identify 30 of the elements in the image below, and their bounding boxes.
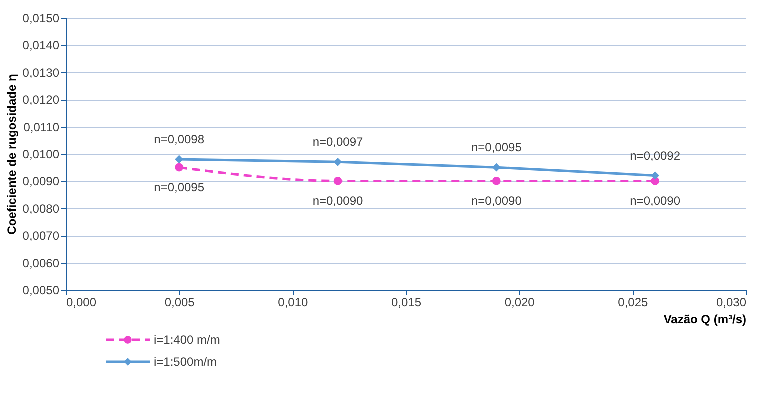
legend-label: i=1:400 m/m (154, 333, 220, 347)
x-tick-label: 0,025 (618, 296, 649, 310)
data-label: n=0,0095 (471, 140, 522, 155)
legend-label: i=1:500m/m (154, 355, 218, 369)
y-tick-label: 0,0090 (22, 174, 60, 189)
y-tick-label: 0,0120 (22, 93, 60, 108)
data-label: n=0,0095 (154, 180, 205, 195)
x-tick-label: 0,015 (391, 296, 422, 310)
x-tick-label: 0,010 (278, 296, 309, 310)
data-label: n=0,0098 (154, 132, 205, 146)
y-tick-label: 0,0130 (22, 66, 60, 80)
y-tick-label: 0,0050 (22, 284, 60, 298)
data-label: n=0,0090 (630, 194, 681, 208)
x-tick-label: 0,020 (504, 296, 536, 310)
data-label: n=0,0097 (312, 135, 364, 150)
x-tick-label: 0,000 (66, 296, 97, 310)
x-tick-label: 0,005 (164, 296, 196, 310)
x-axis-title: Vazão Q (m³/s) (664, 312, 747, 326)
x-tick-label: 0,030 (716, 296, 747, 310)
data-label: n=0,0092 (630, 148, 681, 163)
y-tick-label: 0,0140 (22, 38, 60, 53)
y-tick-label: 0,0150 (22, 12, 60, 26)
y-axis-title: Coeficiente de rugosidade η (4, 74, 19, 235)
y-tick-label: 0,0100 (22, 148, 60, 162)
y-tick-label: 0,0080 (22, 202, 60, 216)
y-tick-label: 0,0060 (22, 256, 60, 270)
y-tick-label: 0,0110 (24, 120, 60, 134)
y-tick-label: 0,0070 (22, 229, 60, 244)
data-label: n=0,0090 (312, 194, 364, 208)
data-label: n=0,0090 (471, 194, 522, 208)
